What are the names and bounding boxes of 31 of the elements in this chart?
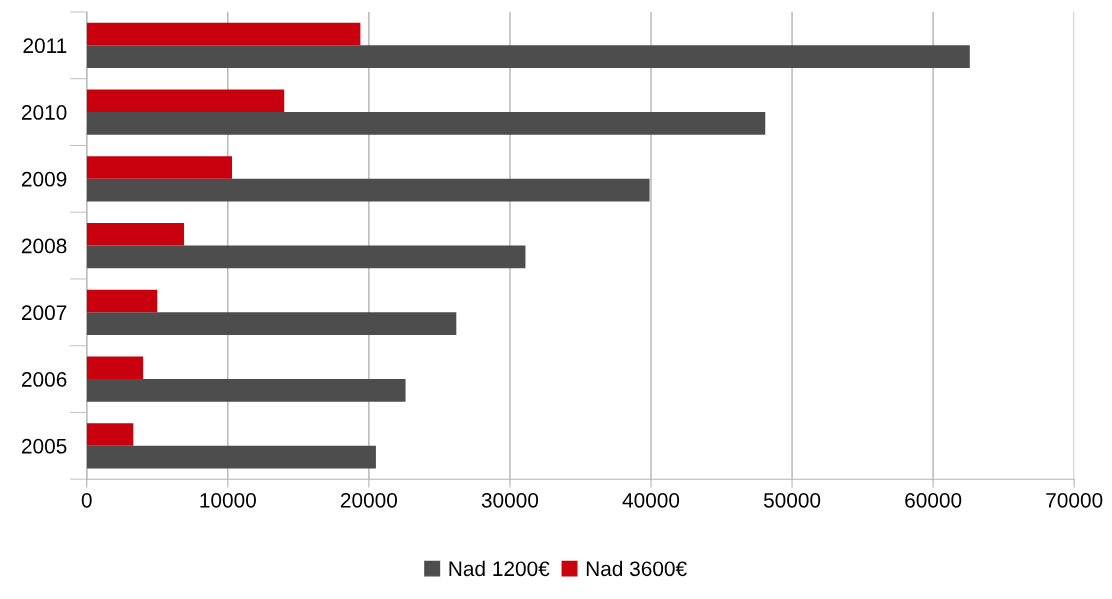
bar (86, 156, 233, 179)
bar (86, 289, 158, 313)
bar (86, 22, 361, 46)
y-tick-label: 2009 (22, 171, 67, 187)
y-tick-label: 2006 (22, 372, 67, 387)
y-tick-label: 2011 (23, 38, 67, 54)
x-tick-label: 50000 (763, 492, 821, 508)
x-tick-label: 10000 (200, 492, 256, 508)
bar (86, 312, 457, 336)
legend-label: Nad 3600€ (586, 560, 687, 577)
bar (86, 112, 766, 135)
y-tick-label: 2007 (22, 305, 67, 321)
x-tick-label: 70000 (1046, 492, 1103, 508)
bar (86, 45, 970, 69)
legend-label: Nad 1200€ (449, 560, 550, 577)
x-tick-label: 0 (81, 492, 92, 508)
bar (86, 423, 134, 446)
bar (86, 445, 376, 469)
bar (86, 89, 285, 113)
y-tick-label: 2008 (22, 238, 67, 254)
bar (86, 379, 406, 402)
bar (86, 356, 144, 380)
bar (86, 222, 185, 246)
y-tick-label: 2005 (22, 438, 67, 454)
x-tick-label: 20000 (340, 492, 398, 508)
x-tick-label: 40000 (622, 492, 680, 508)
x-tick-label: 30000 (481, 492, 539, 508)
bar (86, 245, 526, 269)
bar (86, 178, 650, 202)
x-tick-label: 60000 (905, 492, 962, 508)
y-tick-label: 2010 (22, 105, 67, 120)
